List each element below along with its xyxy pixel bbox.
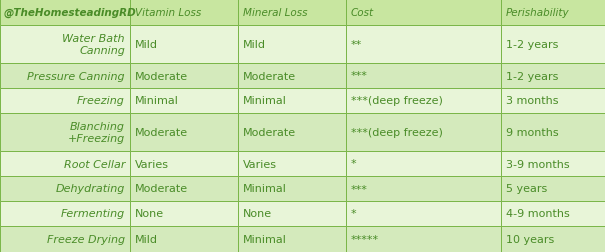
Text: ***(deep freeze): ***(deep freeze) <box>351 128 443 137</box>
Text: ***(deep freeze): ***(deep freeze) <box>351 96 443 106</box>
Text: Mild: Mild <box>243 40 266 50</box>
Bar <box>501 89 605 114</box>
Text: Minimal: Minimal <box>135 96 179 106</box>
Bar <box>238 114 346 151</box>
Text: Blanching
+Freezing: Blanching +Freezing <box>68 122 125 143</box>
Text: *: * <box>351 209 356 219</box>
Text: None: None <box>135 209 164 219</box>
Text: Root Cellar: Root Cellar <box>64 159 125 169</box>
Bar <box>238 151 346 176</box>
Bar <box>130 151 238 176</box>
Text: Varies: Varies <box>135 159 169 169</box>
Bar <box>238 89 346 114</box>
Bar <box>130 0 238 26</box>
Text: Minimal: Minimal <box>243 234 287 244</box>
Bar <box>0 89 130 114</box>
Bar <box>238 226 346 252</box>
Bar <box>346 226 501 252</box>
Text: 3 months: 3 months <box>506 96 558 106</box>
Text: ***: *** <box>351 71 368 81</box>
Bar <box>130 114 238 151</box>
Text: Fermenting: Fermenting <box>60 209 125 219</box>
Text: Mineral Loss: Mineral Loss <box>243 8 307 18</box>
Text: @TheHomesteadingRD: @TheHomesteadingRD <box>4 8 137 18</box>
Text: *****: ***** <box>351 234 379 244</box>
Bar <box>130 176 238 201</box>
Bar <box>346 64 501 89</box>
Bar <box>346 114 501 151</box>
Text: *: * <box>351 159 356 169</box>
Bar <box>0 114 130 151</box>
Text: Moderate: Moderate <box>243 128 296 137</box>
Text: Freezing: Freezing <box>77 96 125 106</box>
Bar <box>130 226 238 252</box>
Text: Moderate: Moderate <box>135 71 188 81</box>
Text: Varies: Varies <box>243 159 277 169</box>
Bar <box>130 64 238 89</box>
Text: Cost: Cost <box>351 8 374 18</box>
Bar <box>0 26 130 64</box>
Text: **: ** <box>351 40 362 50</box>
Text: Mild: Mild <box>135 40 158 50</box>
Bar <box>501 176 605 201</box>
Bar <box>0 176 130 201</box>
Text: ***: *** <box>351 184 368 194</box>
Bar <box>346 151 501 176</box>
Text: Vitamin Loss: Vitamin Loss <box>135 8 201 18</box>
Bar <box>238 64 346 89</box>
Bar <box>346 176 501 201</box>
Text: 4-9 months: 4-9 months <box>506 209 570 219</box>
Text: Moderate: Moderate <box>243 71 296 81</box>
Text: Moderate: Moderate <box>135 128 188 137</box>
Bar <box>238 201 346 226</box>
Bar <box>501 114 605 151</box>
Bar <box>501 226 605 252</box>
Bar <box>0 201 130 226</box>
Text: Moderate: Moderate <box>135 184 188 194</box>
Text: None: None <box>243 209 272 219</box>
Text: Minimal: Minimal <box>243 184 287 194</box>
Bar <box>501 64 605 89</box>
Bar <box>0 64 130 89</box>
Bar <box>130 89 238 114</box>
Text: Minimal: Minimal <box>243 96 287 106</box>
Bar <box>238 0 346 26</box>
Text: Dehydrating: Dehydrating <box>56 184 125 194</box>
Bar <box>130 26 238 64</box>
Bar <box>346 201 501 226</box>
Bar <box>501 0 605 26</box>
Bar <box>501 151 605 176</box>
Bar <box>501 201 605 226</box>
Text: Pressure Canning: Pressure Canning <box>27 71 125 81</box>
Text: 10 years: 10 years <box>506 234 554 244</box>
Bar <box>238 26 346 64</box>
Text: 3-9 months: 3-9 months <box>506 159 570 169</box>
Text: Freeze Drying: Freeze Drying <box>47 234 125 244</box>
Bar <box>346 0 501 26</box>
Text: Mild: Mild <box>135 234 158 244</box>
Text: 9 months: 9 months <box>506 128 558 137</box>
Text: 5 years: 5 years <box>506 184 548 194</box>
Bar <box>0 0 130 26</box>
Text: Water Bath
Canning: Water Bath Canning <box>62 34 125 56</box>
Bar <box>0 226 130 252</box>
Text: 1-2 years: 1-2 years <box>506 40 558 50</box>
Bar <box>238 176 346 201</box>
Bar <box>346 89 501 114</box>
Bar <box>501 26 605 64</box>
Text: 1-2 years: 1-2 years <box>506 71 558 81</box>
Bar <box>130 201 238 226</box>
Bar <box>346 26 501 64</box>
Text: Perishability: Perishability <box>506 8 570 18</box>
Bar <box>0 151 130 176</box>
